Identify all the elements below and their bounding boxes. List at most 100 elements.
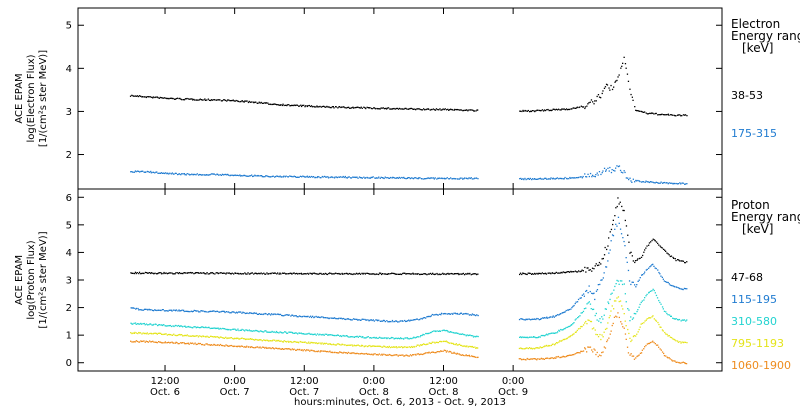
data-point: [284, 104, 287, 106]
data-point: [445, 109, 448, 111]
series-38-53: [129, 56, 688, 117]
data-point: [165, 333, 167, 335]
data-point: [388, 321, 390, 323]
data-point: [675, 182, 677, 185]
data-point: [344, 352, 346, 354]
data-point: [145, 333, 147, 335]
data-point: [408, 319, 410, 321]
data-point: [131, 323, 133, 325]
data-point: [601, 334, 603, 336]
data-point: [325, 317, 327, 319]
data-point: [563, 338, 565, 341]
data-point: [578, 316, 580, 318]
data-point: [390, 337, 392, 339]
data-point: [390, 354, 393, 357]
data-point: [651, 112, 653, 114]
data-point: [217, 173, 219, 176]
data-point: [650, 290, 652, 292]
data-point: [137, 323, 140, 325]
data-point: [443, 329, 445, 331]
data-point: [627, 308, 629, 310]
data-point: [470, 109, 472, 111]
data-point: [252, 312, 254, 315]
data-point: [477, 109, 479, 111]
data-point: [227, 99, 229, 101]
data-point: [660, 326, 662, 328]
data-point: [682, 319, 684, 321]
data-point: [555, 177, 557, 180]
data-point: [547, 345, 549, 347]
data-point: [219, 327, 221, 330]
data-point: [563, 356, 565, 358]
data-point: [141, 333, 143, 335]
data-point: [422, 343, 425, 345]
data-point: [369, 107, 371, 109]
data-point: [332, 273, 334, 275]
data-point: [278, 313, 280, 316]
data-point: [434, 109, 437, 111]
data-point: [360, 319, 362, 321]
data-point: [381, 273, 384, 275]
data-point: [445, 351, 448, 353]
data-point: [446, 350, 448, 352]
data-point: [131, 94, 133, 96]
y-tick-label: 3: [66, 107, 72, 118]
data-point: [210, 310, 212, 313]
data-point: [257, 330, 259, 332]
data-point: [573, 271, 575, 273]
data-point: [214, 310, 216, 313]
data-point: [190, 272, 192, 274]
data-point: [335, 176, 338, 178]
data-point: [260, 101, 262, 104]
data-point: [333, 273, 335, 275]
data-point: [327, 343, 329, 345]
data-point: [442, 177, 444, 180]
data-point: [223, 337, 226, 339]
data-point: [143, 272, 145, 275]
data-point: [593, 292, 595, 294]
x-axis-label: hours:minutes, Oct. 6, 2013 - Oct. 9, 20…: [294, 397, 506, 408]
data-point: [408, 338, 410, 340]
data-point: [144, 308, 146, 310]
data-point: [466, 313, 468, 315]
data-point: [350, 352, 352, 355]
data-point: [180, 98, 182, 100]
data-point: [435, 273, 437, 275]
data-point: [295, 341, 297, 343]
data-point: [520, 347, 522, 349]
data-point: [147, 171, 149, 173]
data-point: [450, 177, 452, 179]
data-point: [652, 340, 654, 342]
data-point: [464, 355, 466, 357]
data-point: [328, 334, 331, 336]
data-point: [347, 106, 350, 108]
data-point: [643, 251, 645, 253]
data-point: [238, 273, 240, 275]
data-point: [157, 309, 159, 311]
data-point: [261, 175, 263, 177]
data-point: [601, 351, 603, 354]
data-point: [247, 330, 249, 332]
data-point: [167, 97, 169, 100]
data-point: [649, 317, 652, 319]
data-point: [519, 110, 522, 112]
data-point: [130, 340, 132, 342]
data-point: [522, 358, 524, 361]
data-point: [381, 337, 383, 339]
data-point: [585, 307, 587, 309]
data-point: [665, 333, 667, 335]
data-point: [522, 178, 524, 180]
data-point: [353, 352, 355, 354]
data-point: [392, 354, 394, 357]
data-point: [137, 170, 140, 172]
data-point: [653, 289, 655, 292]
data-point: [475, 347, 477, 349]
data-point: [562, 338, 564, 341]
data-point: [227, 329, 229, 331]
data-point: [450, 331, 453, 333]
data-point: [278, 273, 280, 275]
data-point: [302, 333, 304, 335]
data-point: [181, 334, 183, 336]
data-point: [386, 107, 388, 109]
data-point: [326, 333, 328, 335]
